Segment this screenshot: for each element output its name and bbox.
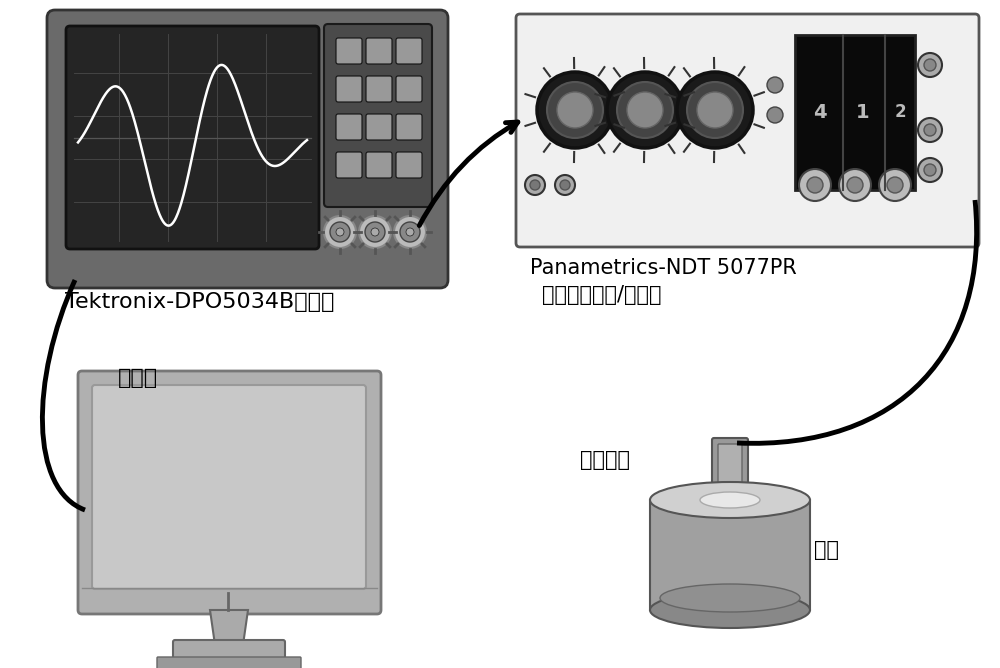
Circle shape <box>394 216 426 248</box>
Ellipse shape <box>650 482 810 518</box>
Circle shape <box>400 222 420 242</box>
Circle shape <box>918 118 942 142</box>
FancyBboxPatch shape <box>396 38 422 64</box>
Circle shape <box>359 216 391 248</box>
Text: Panametrics-NDT 5077PR: Panametrics-NDT 5077PR <box>530 258 797 278</box>
Circle shape <box>677 72 753 148</box>
FancyBboxPatch shape <box>516 14 979 247</box>
FancyBboxPatch shape <box>324 24 432 207</box>
FancyBboxPatch shape <box>336 76 362 102</box>
Text: 超声探头: 超声探头 <box>580 450 630 470</box>
FancyBboxPatch shape <box>366 152 392 178</box>
Circle shape <box>924 124 936 136</box>
Circle shape <box>807 177 823 193</box>
Circle shape <box>847 177 863 193</box>
FancyBboxPatch shape <box>366 76 392 102</box>
FancyBboxPatch shape <box>92 385 366 589</box>
Text: Tektronix-DPO5034B示波器: Tektronix-DPO5034B示波器 <box>65 292 334 312</box>
Circle shape <box>627 92 663 128</box>
FancyBboxPatch shape <box>173 640 285 662</box>
Circle shape <box>330 222 350 242</box>
FancyBboxPatch shape <box>157 657 301 668</box>
Circle shape <box>324 216 356 248</box>
FancyBboxPatch shape <box>336 114 362 140</box>
Circle shape <box>557 92 593 128</box>
Circle shape <box>687 82 743 138</box>
FancyBboxPatch shape <box>712 438 748 502</box>
FancyBboxPatch shape <box>795 35 915 190</box>
Ellipse shape <box>650 592 810 628</box>
Circle shape <box>799 169 831 201</box>
Ellipse shape <box>660 584 800 612</box>
Text: 计算机: 计算机 <box>118 368 158 388</box>
FancyBboxPatch shape <box>336 152 362 178</box>
Circle shape <box>924 164 936 176</box>
Circle shape <box>336 228 344 236</box>
Circle shape <box>887 177 903 193</box>
Circle shape <box>547 82 603 138</box>
Text: 4: 4 <box>813 102 827 122</box>
FancyBboxPatch shape <box>366 114 392 140</box>
Circle shape <box>607 72 683 148</box>
Circle shape <box>537 72 613 148</box>
Circle shape <box>924 59 936 71</box>
FancyBboxPatch shape <box>78 371 381 614</box>
FancyBboxPatch shape <box>336 38 362 64</box>
Circle shape <box>617 82 673 138</box>
Ellipse shape <box>700 492 760 508</box>
Circle shape <box>555 175 575 195</box>
Circle shape <box>879 169 911 201</box>
FancyBboxPatch shape <box>47 10 448 288</box>
Circle shape <box>560 180 570 190</box>
Circle shape <box>406 228 414 236</box>
FancyBboxPatch shape <box>718 444 742 496</box>
FancyBboxPatch shape <box>66 26 319 249</box>
Circle shape <box>918 158 942 182</box>
Circle shape <box>365 222 385 242</box>
Circle shape <box>839 169 871 201</box>
Text: 2: 2 <box>894 103 906 121</box>
FancyBboxPatch shape <box>396 114 422 140</box>
Circle shape <box>525 175 545 195</box>
Circle shape <box>530 180 540 190</box>
Circle shape <box>918 53 942 77</box>
Circle shape <box>371 228 379 236</box>
Circle shape <box>767 107 783 123</box>
Circle shape <box>697 92 733 128</box>
Text: 1: 1 <box>856 102 870 122</box>
Polygon shape <box>210 610 248 645</box>
Polygon shape <box>650 500 810 610</box>
Text: 试样: 试样 <box>814 540 839 560</box>
FancyBboxPatch shape <box>396 76 422 102</box>
Text: 超声脉冲发射/接收仪: 超声脉冲发射/接收仪 <box>542 285 662 305</box>
FancyBboxPatch shape <box>366 38 392 64</box>
FancyBboxPatch shape <box>396 152 422 178</box>
Circle shape <box>767 77 783 93</box>
